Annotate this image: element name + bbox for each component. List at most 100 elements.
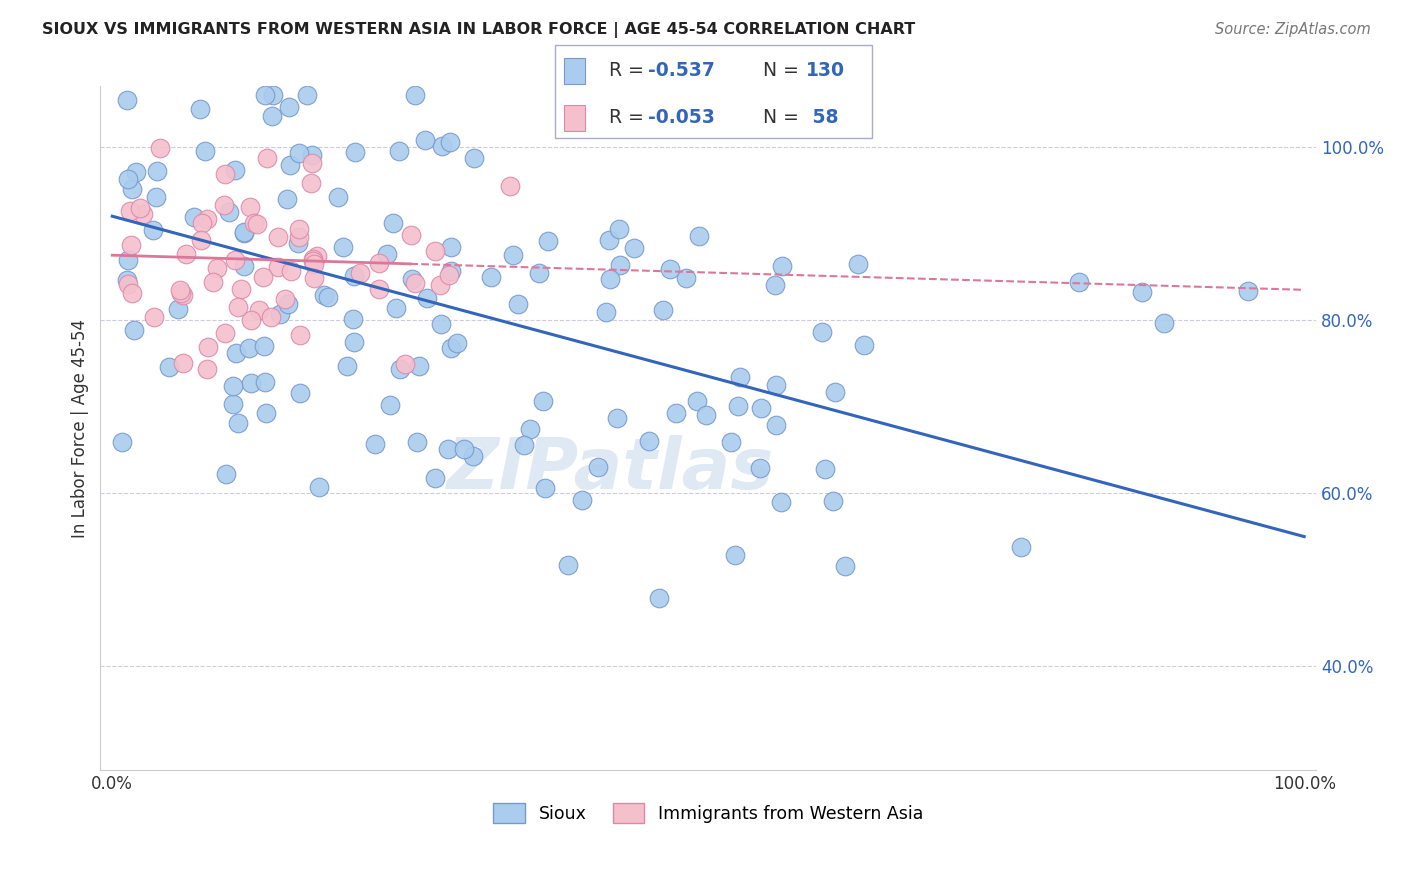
Point: [749, 461, 772, 475]
Point: [172, 288, 194, 302]
Point: [607, 221, 630, 235]
Point: [380, 398, 402, 412]
Point: [273, 293, 295, 307]
Point: [145, 190, 167, 204]
Point: [125, 164, 148, 178]
Point: [169, 284, 191, 298]
Point: [149, 141, 172, 155]
Point: [205, 261, 228, 276]
Point: [239, 376, 262, 390]
Point: [256, 152, 278, 166]
Point: [174, 247, 197, 261]
Point: [183, 210, 205, 224]
Point: [262, 109, 284, 123]
Point: [720, 434, 742, 449]
Point: [172, 357, 194, 371]
Point: [226, 416, 249, 430]
Point: [267, 229, 290, 244]
Point: [724, 548, 747, 562]
Point: [117, 252, 139, 267]
Point: [336, 359, 359, 373]
Point: [609, 258, 631, 272]
Point: [247, 302, 270, 317]
Point: [142, 310, 165, 324]
Point: [266, 260, 288, 274]
Point: [280, 264, 302, 278]
Point: [599, 272, 621, 286]
Point: [215, 467, 238, 482]
Point: [194, 144, 217, 158]
Point: [571, 492, 593, 507]
Point: [531, 393, 554, 408]
Point: [218, 205, 240, 219]
Text: 58: 58: [806, 108, 838, 128]
Point: [1069, 275, 1091, 289]
Point: [606, 410, 628, 425]
Point: [638, 434, 661, 449]
Point: [299, 176, 322, 190]
Point: [1153, 316, 1175, 330]
Text: -0.053: -0.053: [648, 108, 716, 128]
Point: [384, 301, 406, 316]
Point: [129, 201, 152, 215]
Point: [231, 282, 253, 296]
Point: [769, 495, 792, 509]
Point: [413, 133, 436, 147]
Point: [363, 437, 385, 451]
Legend: Sioux, Immigrants from Western Asia: Sioux, Immigrants from Western Asia: [494, 803, 922, 823]
Point: [288, 230, 311, 244]
Point: [269, 307, 291, 321]
Point: [117, 172, 139, 186]
Point: [432, 138, 454, 153]
Point: [243, 216, 266, 230]
Point: [201, 275, 224, 289]
Point: [647, 591, 669, 606]
Point: [307, 249, 329, 263]
Point: [834, 558, 856, 573]
Point: [389, 362, 412, 376]
Point: [811, 326, 834, 340]
Point: [481, 270, 503, 285]
Point: [695, 408, 717, 422]
Point: [824, 385, 846, 400]
Point: [388, 144, 411, 158]
Point: [415, 291, 437, 305]
Point: [277, 99, 299, 113]
Point: [214, 198, 236, 212]
Point: [595, 304, 617, 318]
Point: [821, 493, 844, 508]
Point: [437, 268, 460, 282]
Point: [519, 422, 541, 436]
Point: [308, 480, 330, 494]
Point: [527, 266, 550, 280]
Point: [238, 341, 260, 355]
Y-axis label: In Labor Force | Age 45-54: In Labor Force | Age 45-54: [72, 318, 89, 538]
Point: [848, 256, 870, 270]
Point: [120, 238, 142, 252]
Text: 130: 130: [806, 62, 845, 80]
Text: R =: R =: [609, 108, 650, 128]
Point: [853, 337, 876, 351]
Text: N =: N =: [763, 108, 806, 128]
Text: Source: ZipAtlas.com: Source: ZipAtlas.com: [1215, 22, 1371, 37]
Point: [304, 270, 326, 285]
Point: [537, 234, 560, 248]
Point: [302, 253, 325, 268]
Point: [316, 289, 339, 303]
Point: [332, 240, 354, 254]
Point: [222, 378, 245, 392]
Point: [287, 236, 309, 251]
Point: [440, 264, 463, 278]
Point: [259, 310, 281, 324]
Point: [301, 155, 323, 169]
Point: [253, 339, 276, 353]
Point: [326, 189, 349, 203]
Point: [239, 313, 262, 327]
Point: [343, 334, 366, 349]
Point: [1010, 540, 1032, 554]
Text: N =: N =: [763, 62, 806, 80]
Point: [440, 341, 463, 355]
Point: [254, 407, 277, 421]
Point: [1130, 285, 1153, 300]
Point: [239, 200, 262, 214]
